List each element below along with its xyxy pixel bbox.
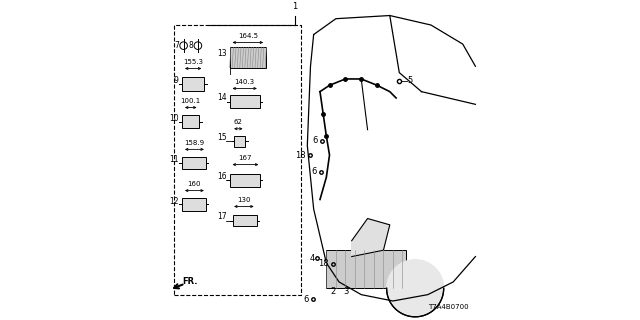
Text: 8: 8 bbox=[188, 41, 193, 50]
Text: 18: 18 bbox=[318, 259, 329, 268]
Text: 140.3: 140.3 bbox=[235, 79, 255, 85]
Text: 5: 5 bbox=[407, 76, 412, 85]
Bar bbox=[182, 157, 206, 169]
Text: 9: 9 bbox=[174, 76, 179, 85]
Bar bbox=[233, 215, 257, 226]
Circle shape bbox=[387, 260, 444, 317]
Bar bbox=[230, 174, 260, 187]
Text: FR.: FR. bbox=[182, 277, 198, 286]
Text: T7A4B0700: T7A4B0700 bbox=[428, 305, 469, 310]
Text: 17: 17 bbox=[217, 212, 227, 221]
Text: 164.5: 164.5 bbox=[238, 33, 258, 39]
Text: 158.9: 158.9 bbox=[184, 140, 204, 146]
Text: 6: 6 bbox=[312, 136, 318, 145]
Text: 15: 15 bbox=[217, 133, 227, 142]
Text: 4: 4 bbox=[309, 254, 315, 263]
Text: 18: 18 bbox=[296, 151, 306, 160]
Text: 11: 11 bbox=[170, 155, 179, 164]
Bar bbox=[174, 25, 301, 295]
Text: 100.1: 100.1 bbox=[180, 98, 201, 104]
Text: 10: 10 bbox=[169, 114, 179, 123]
Text: 160: 160 bbox=[188, 181, 201, 187]
Text: 6: 6 bbox=[312, 167, 317, 176]
Text: 12: 12 bbox=[170, 196, 179, 205]
Bar bbox=[182, 198, 206, 211]
Text: 2: 2 bbox=[330, 287, 335, 296]
Bar bbox=[234, 136, 246, 147]
Text: 7: 7 bbox=[174, 41, 179, 50]
Bar bbox=[230, 95, 260, 108]
Bar bbox=[182, 76, 204, 91]
Bar bbox=[230, 47, 266, 68]
Text: 167: 167 bbox=[239, 155, 252, 161]
Text: 3: 3 bbox=[343, 287, 348, 296]
Text: 16: 16 bbox=[217, 172, 227, 181]
Text: 62: 62 bbox=[234, 119, 243, 125]
Text: 130: 130 bbox=[237, 197, 251, 203]
Text: 6: 6 bbox=[304, 295, 309, 304]
Text: 155.3: 155.3 bbox=[183, 59, 203, 65]
Polygon shape bbox=[352, 219, 390, 257]
Text: 14: 14 bbox=[217, 93, 227, 102]
Bar bbox=[326, 250, 406, 288]
Text: 1: 1 bbox=[292, 2, 297, 11]
Text: 13: 13 bbox=[217, 49, 227, 58]
Bar bbox=[182, 116, 200, 128]
